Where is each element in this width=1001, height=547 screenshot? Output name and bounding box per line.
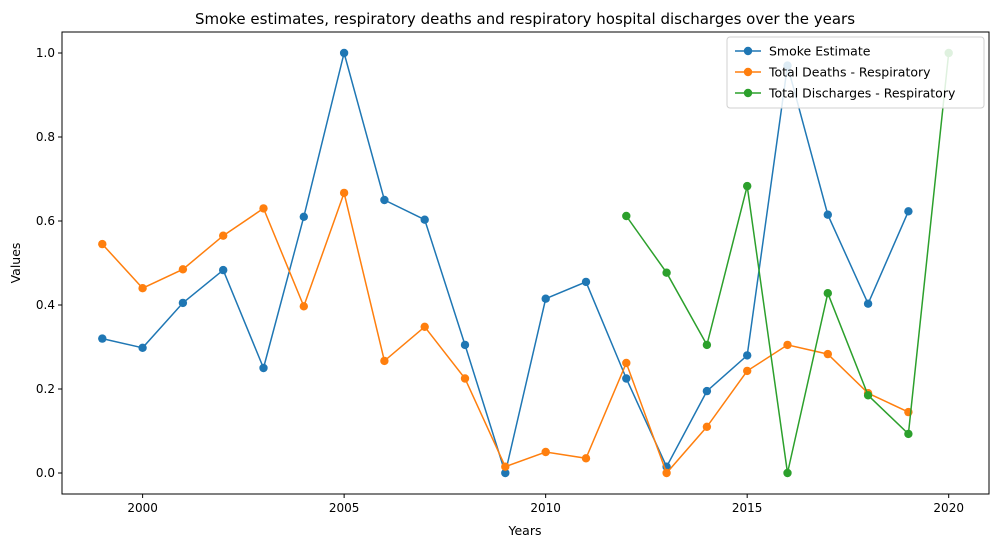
data-point [138,343,147,352]
legend: Smoke Estimate Total Deaths - Respiratory… [726,36,985,109]
data-point [541,447,550,457]
data-point [420,215,429,224]
data-point [783,340,792,350]
data-point [904,429,913,439]
y-tick-label: 1.0 [36,46,55,60]
data-point [823,210,832,219]
data-point [460,374,470,383]
data-point [743,351,752,360]
data-point [662,268,671,277]
data-point [743,366,752,376]
data-point [863,391,873,400]
data-point [622,211,631,221]
plot-frame [61,31,990,495]
data-point [299,302,308,311]
data-point [98,334,107,343]
y-tick-label: 0.4 [36,298,55,312]
data-point [299,212,308,221]
data-point [339,188,349,198]
data-point [178,298,188,308]
data-point [662,468,671,478]
y-axis: 0.0 0.2 0.4 0.6 0.8 1.0 [36,46,62,480]
data-point [380,356,389,366]
data-point [783,468,792,478]
data-point [541,294,550,303]
x-tick-label: 2015 [732,501,763,515]
data-point [420,322,429,331]
y-tick-label: 0.6 [36,214,55,228]
legend-item: Total Discharges - Respiratory [735,86,956,101]
y-tick-label: 0.2 [36,382,55,396]
chart-title: Smoke estimates, respiratory deaths and … [195,10,855,28]
data-point [863,299,873,308]
data-point [823,349,832,359]
data-point [259,204,268,213]
data-point [219,231,228,240]
data-point [581,454,591,463]
data-point [98,239,107,249]
data-point [702,340,712,350]
y-tick-label: 0.8 [36,130,55,144]
legend-label: Total Deaths - Respiratory [768,65,931,80]
legend-label: Smoke Estimate [769,44,871,59]
legend-swatch-marker [743,46,753,56]
data-point [460,340,470,350]
data-point [702,422,712,431]
data-point [622,374,631,383]
x-tick-label: 2005 [329,501,360,515]
legend-item: Smoke Estimate [735,44,871,59]
data-point [904,207,913,216]
data-point [702,386,712,396]
data-point [219,265,228,275]
series-2 [98,188,913,478]
x-tick-label: 2020 [933,501,964,515]
legend-label: Total Discharges - Respiratory [768,86,956,101]
legend-swatch-marker [743,67,753,77]
x-axis-label: Years [508,523,542,538]
x-axis: 2000 2005 2010 2015 2020 [127,494,964,515]
x-tick-label: 2010 [530,501,561,515]
data-point [823,289,832,298]
legend-box [726,36,985,109]
y-tick-label: 0.0 [36,466,55,480]
legend-item: Total Deaths - Respiratory [735,65,931,80]
legend-swatch-marker [743,88,753,98]
data-point [138,284,147,293]
data-point [743,181,752,191]
y-axis-label: Values [8,243,23,284]
data-point [581,277,591,287]
data-point [501,468,510,478]
x-tick-label: 2000 [127,501,158,515]
data-point [178,265,188,274]
data-point [501,462,510,471]
data-point [339,48,349,58]
data-point [622,358,631,368]
data-point [380,195,389,205]
data-point [259,363,268,373]
series-1 [98,48,913,478]
